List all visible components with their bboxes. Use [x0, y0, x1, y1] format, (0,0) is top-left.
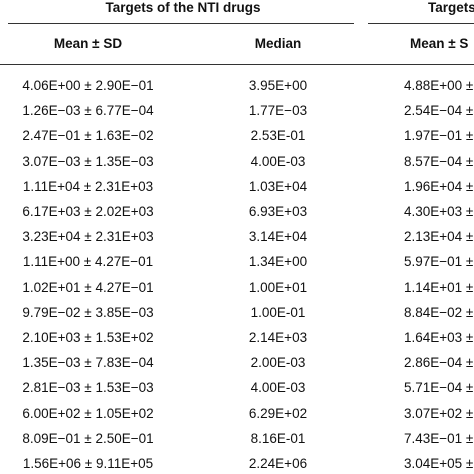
column-header: Mean ± S	[410, 36, 469, 51]
table-cell: 8.57E−04 ±	[404, 153, 474, 169]
table-cell: 8.09E−01 ± 2.50E−01	[22, 430, 154, 446]
table-cell: 3.04E+05 ±	[404, 456, 474, 471]
table-cell: 5.97E−01 ±	[404, 254, 474, 270]
table-cell: 2.13E+04 ±	[404, 229, 474, 245]
group-rule	[368, 23, 474, 24]
table-cell: 1.34E+00	[248, 254, 308, 270]
column-header: Mean ± SD	[53, 36, 123, 51]
table-cell: 1.26E−03 ± 6.77E−04	[22, 103, 154, 119]
table-cell: 5.71E−04 ±	[404, 380, 474, 396]
table-cell: 2.54E−04 ±	[404, 103, 474, 119]
table-cell: 3.07E+02 ±	[404, 405, 474, 421]
table-cell: 1.11E+00 ± 4.27E−01	[22, 254, 154, 270]
table-cell: 7.43E−01 ±	[404, 430, 474, 446]
table-cell: 1.35E−03 ± 7.83E−04	[22, 355, 154, 371]
table-cell: 2.81E−03 ± 1.53E−03	[22, 380, 154, 396]
table-cell: 2.24E+06	[248, 456, 308, 471]
table-cell: 1.03E+04	[248, 178, 308, 194]
table-cell: 1.00E-01	[250, 304, 306, 320]
group-header: Targets	[428, 0, 474, 15]
table-cell: 1.77E−03	[248, 103, 308, 119]
table-cell: 1.64E+03 ±	[404, 330, 474, 345]
table-cell: 3.95E+00	[248, 78, 308, 93]
table-cell: 2.86E−04 ±	[404, 355, 474, 371]
table-cell: 4.06E+00 ± 2.90E−01	[22, 78, 154, 93]
table-cell: 1.02E+01 ± 4.27E−01	[22, 279, 154, 295]
column-header: Median	[254, 36, 302, 51]
group-header: Targets of the NTI drugs	[105, 0, 261, 15]
header-rule	[0, 64, 474, 65]
table-cell: 3.14E+04	[248, 229, 308, 245]
table-cell: 4.00E-03	[250, 380, 306, 396]
table-cell: 2.00E-03	[250, 355, 306, 371]
table-cell: 4.00E-03	[250, 153, 306, 169]
table-cell: 8.84E−02 ± 5	[404, 304, 474, 320]
table-cell: 9.79E−02 ± 3.85E−03	[22, 304, 154, 320]
table-cell: 3.23E+04 ± 2.31E+03	[22, 229, 154, 245]
table-cell: 8.16E-01	[250, 430, 306, 446]
group-rule	[8, 23, 354, 24]
table-cell: 1.11E+04 ± 2.31E+03	[22, 178, 154, 194]
table-cell: 2.53E-01	[250, 128, 306, 144]
table-cell: 1.96E+04 ±	[404, 178, 474, 194]
table-cell: 6.17E+03 ± 2.02E+03	[22, 204, 154, 219]
table-cell: 6.93E+03	[248, 204, 308, 219]
table-cell: 4.88E+00 ±	[404, 78, 474, 93]
table-cell: 6.00E+02 ± 1.05E+02	[22, 405, 154, 421]
table-cell: 6.29E+02	[248, 405, 308, 421]
table-cell: 3.07E−03 ± 1.35E−03	[22, 153, 154, 169]
table-cell: 1.14E+01 ±	[404, 279, 474, 295]
table-cell: 2.14E+03	[248, 330, 308, 345]
table-cell: 1.00E+01	[248, 279, 308, 295]
table-cell: 1.97E−01 ±	[404, 128, 474, 144]
table-cell: 2.10E+03 ± 1.53E+02	[22, 330, 154, 345]
table-cell: 2.47E−01 ± 1.63E−02	[22, 128, 154, 144]
table-cell: 4.30E+03 ±	[404, 204, 474, 219]
table-cell: 1.56E+06 ± 9.11E+05	[22, 456, 154, 471]
